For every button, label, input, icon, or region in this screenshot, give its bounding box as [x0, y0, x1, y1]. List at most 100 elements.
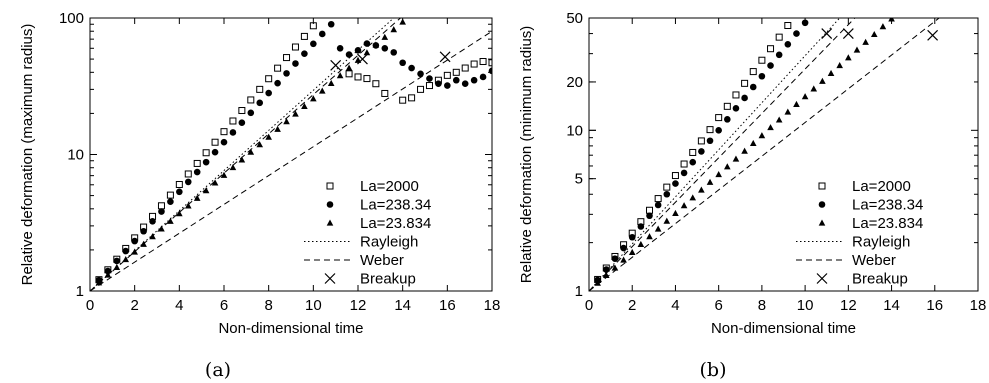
series-la-23-834-point [220, 171, 228, 178]
series-la-2000-point [425, 82, 433, 90]
series-la-23-834-point [663, 217, 671, 224]
series-la-2000-point [345, 70, 353, 78]
series-la-238-34-point [801, 19, 809, 27]
series-la-238-34-point [131, 237, 138, 245]
series-la-238-34-point [256, 99, 264, 107]
series-la-23-834-point [345, 64, 353, 71]
series-la-238-34-point [479, 73, 487, 81]
series-la-2000-point [157, 202, 165, 210]
y-tick-label: 10 [67, 147, 84, 164]
series-la-238-34-point [327, 20, 335, 28]
series-la-238-34-point [220, 138, 228, 146]
series-la-238-34-point [620, 244, 627, 252]
series-la-238-34-point [122, 247, 130, 255]
x-tick-label: 14 [394, 297, 411, 314]
x-tick-label: 14 [883, 297, 900, 314]
series-la-23-834-point [819, 77, 826, 84]
series-la-23-834-point [256, 141, 264, 148]
x-tick-label: 18 [970, 297, 987, 314]
series-la-238-34-point [488, 67, 492, 75]
series-la-238-34-point [680, 169, 688, 177]
series-la-2000-point [247, 96, 255, 104]
series-la-238-34-point [363, 40, 371, 47]
series-la-238-34-point [176, 188, 183, 196]
series-la-23-834-point [176, 210, 183, 217]
y-tick-label: 1 [76, 283, 84, 300]
y-axis-label: Relative deformation (minimum radius) [518, 26, 535, 284]
series-la-23-834-point [793, 100, 800, 107]
series-la-2000-point [663, 183, 671, 191]
series-la-23-834-point [381, 33, 389, 40]
series-la-2000-point [654, 195, 662, 203]
series-la-23-834-point [767, 124, 774, 131]
series-la-23-834-point [372, 41, 380, 48]
series-la-23-834-point [689, 194, 697, 201]
series-la-23-834-point [724, 163, 731, 170]
x-tick-label: 4 [175, 297, 183, 314]
series-la-23-834-point [862, 38, 869, 45]
series-la-2000-point [715, 114, 723, 122]
legend-la-238-34-label: La=238.34 [360, 197, 431, 214]
series-la-238-34-point [274, 79, 281, 87]
series-la-238-34-point [318, 30, 326, 38]
x-tick-label: 10 [305, 297, 322, 314]
legend-breakup-swatch [324, 273, 336, 284]
plot-frame [588, 17, 979, 292]
series-la-23-834-point [741, 147, 748, 154]
series-la-238-34-point [672, 180, 679, 187]
series-la-2000-point [723, 102, 731, 110]
series-weber-line [90, 18, 401, 291]
series-la-23-834-point [879, 23, 887, 30]
series-la-23-834-point [758, 132, 766, 139]
series-la-238-34-point [637, 223, 645, 230]
legend-la-2000-swatch [818, 182, 826, 190]
series-la-238-34-point [663, 190, 671, 198]
series-la-2000-point [211, 138, 219, 146]
series-la-238-34-point [202, 158, 210, 166]
series-la-238-34-point [654, 201, 662, 209]
series-la-23-834-point [732, 155, 740, 162]
legend-la-238-34-swatch [818, 201, 826, 208]
series-la-23-834-point [680, 202, 688, 209]
x-tick-label: 2 [628, 297, 636, 314]
series-la-23-834-point [327, 79, 335, 86]
series-la-238-34-point [452, 76, 460, 84]
series-la-238-34-point [238, 119, 246, 126]
x-axis-label: Non-dimensional time [218, 320, 363, 337]
legend-breakup-label: Breakup [852, 271, 908, 288]
series-la-238-34-point [646, 212, 653, 220]
series-la-23-834-point [853, 46, 861, 53]
series-la-23-834-point [399, 18, 406, 25]
series-la-23-834-point [845, 54, 852, 61]
legend-la-23-834-swatch [326, 219, 334, 226]
legend-la-23-834-label: La=23.834 [852, 215, 923, 232]
series-la-23-834-point [654, 225, 662, 232]
series-la-23-834-point [827, 69, 835, 77]
y-tick-label: 5 [575, 171, 583, 188]
chart-panel-b: 0 2 4 6 8 10 12 14 16 18 1 5 10 20 50 Non-dimensional t… [518, 10, 986, 337]
series-la-23-834-point [715, 170, 722, 178]
series-la-238-34-point [749, 83, 757, 91]
series-la-23-834-point [193, 194, 201, 201]
series-la-238-34-point [283, 70, 290, 77]
series-la-238-34-point [470, 76, 478, 84]
series-la-23-834-point [749, 139, 757, 147]
series-la-23-834-point [336, 72, 344, 79]
series-weber-line [589, 18, 856, 291]
series-la-238-34-point [732, 105, 740, 112]
y-axis-label: Relative deformation (maximum radius) [19, 24, 36, 286]
y-tick-label: 20 [566, 74, 583, 91]
series-la-238-34-point [715, 127, 722, 134]
x-tick-label: 6 [220, 297, 228, 314]
x-tick-label: 0 [86, 297, 94, 314]
series-la-2000-point [697, 137, 705, 145]
series-la-2000-point [689, 148, 697, 156]
series-la-238-34-point [381, 44, 389, 52]
series-la-23-834-point [810, 85, 818, 92]
plot-frame [89, 17, 493, 292]
series-la-2000-point [202, 149, 210, 157]
series-la-23-834-point [672, 209, 679, 217]
x-tick-label: 6 [714, 297, 722, 314]
